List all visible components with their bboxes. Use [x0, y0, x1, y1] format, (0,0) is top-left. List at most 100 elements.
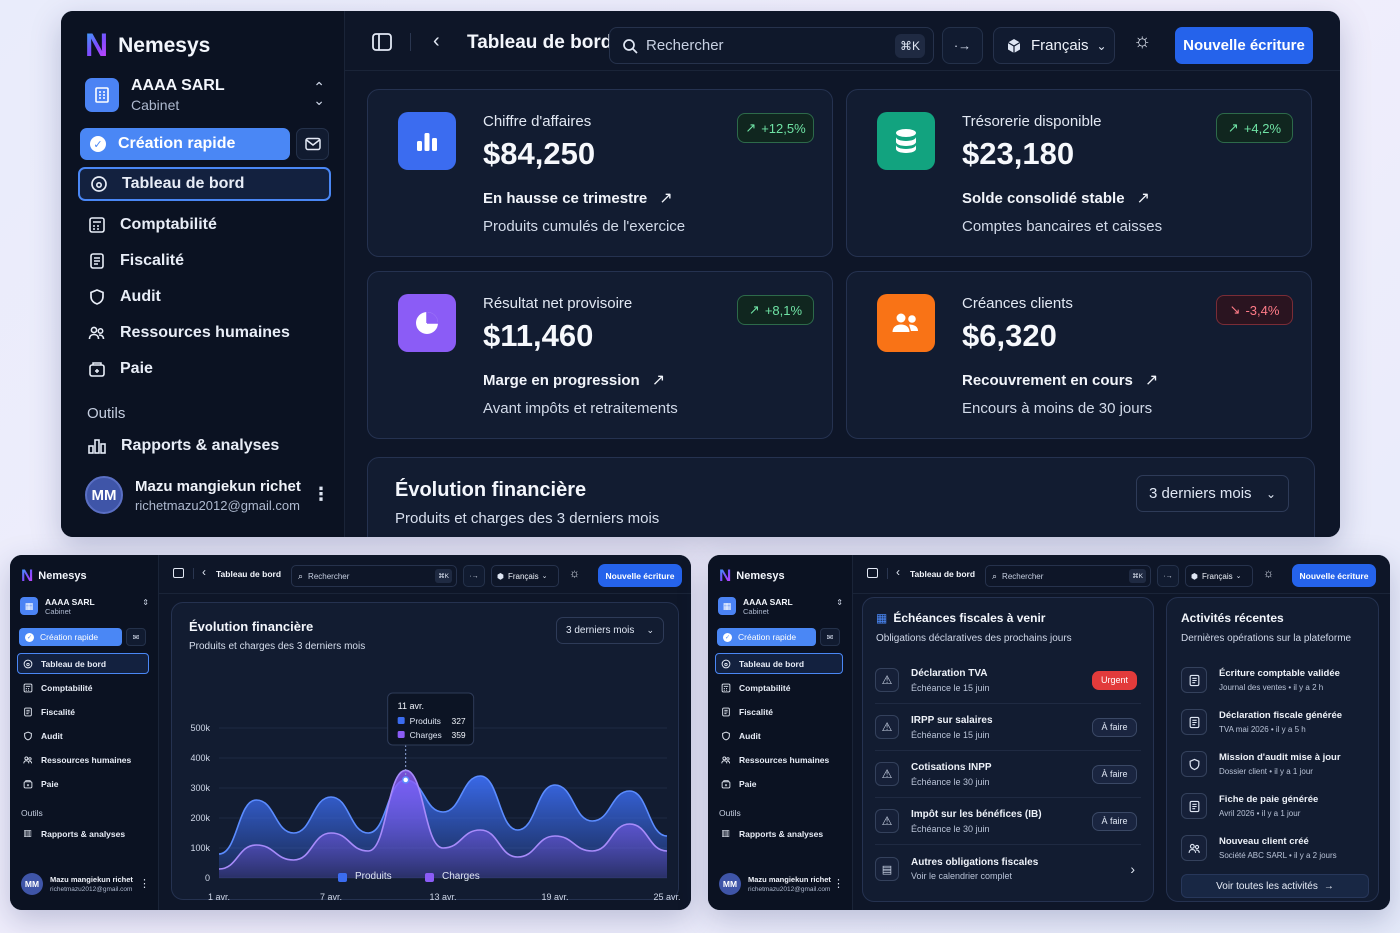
sidebar-item-reports[interactable]: Rapports & analyses [87, 437, 279, 455]
period-select[interactable]: 3 derniers mois ⌄ [556, 617, 664, 644]
logout-button[interactable]: ·→ [1157, 565, 1179, 587]
sidebar-item-tableau-de-bord[interactable]: Tableau de bord [17, 653, 149, 674]
org-name: AAAA SARL [45, 596, 95, 607]
sidebar-toggle-icon[interactable] [173, 568, 184, 578]
see-all-activities-button[interactable]: Voir toutes les activités → [1181, 874, 1369, 898]
quick-create-button[interactable]: ✓ Création rapide [19, 628, 122, 646]
sidebar-item-reports[interactable]: ▥ Rapports & analyses [22, 828, 125, 839]
quick-create-button[interactable]: ✓ Création rapide [80, 128, 290, 160]
sidebar-item-tableau-de-bord[interactable]: Tableau de bord [78, 167, 331, 201]
inbox-button[interactable]: ✉ [820, 628, 840, 646]
period-select[interactable]: 3 derniers mois ⌄ [1136, 475, 1289, 512]
kpi-card[interactable]: Créances clients $6,320 ↘ -3,4% Recouvrement… [846, 271, 1312, 439]
check-circle-icon: ✓ [90, 136, 106, 152]
deadline-row[interactable]: ⚠ IRPP sur salaires Échéance le 15 juin À f… [875, 704, 1141, 751]
sidebar-item-ressources-humaines[interactable]: Ressources humaines [720, 753, 829, 767]
deadline-row[interactable]: ⚠ Impôt sur les bénéfices (IB) Échéance le… [875, 798, 1141, 845]
other-obligations-title: Autres obligations fiscales [911, 857, 1039, 868]
user-profile[interactable]: MM Mazu mangiekun richet richetmazu2012@… [85, 476, 330, 514]
sidebar-item-fiscalit-[interactable]: Fiscalité [87, 249, 184, 273]
chevron-down-icon: ⌄ [541, 573, 548, 580]
inbox-button[interactable]: ✉ [126, 628, 146, 646]
dashboard-icon [720, 659, 731, 669]
new-entry-button[interactable]: Nouvelle écriture [1175, 27, 1313, 64]
cube-icon: ⬢ [1191, 571, 1198, 581]
sidebar-item-paie[interactable]: Paie [87, 357, 153, 381]
sidebar-item-paie[interactable]: Paie [22, 777, 59, 791]
back-chevron-icon[interactable]: ‹ [433, 30, 440, 52]
sidebar-item-label: Audit [739, 731, 761, 741]
sidebar-item-comptabilit-[interactable]: Comptabilité [87, 213, 217, 237]
inbox-button[interactable] [296, 128, 329, 160]
org-type: Cabinet [131, 97, 180, 113]
activity-item[interactable]: Nouveau client créé Société ABC SARL • il… [1181, 832, 1371, 864]
x-tick-label: 1 avr. [208, 892, 230, 901]
deadline-name: Impôt sur les bénéfices (IB) [911, 808, 1042, 820]
sidebar-item-audit[interactable]: Audit [720, 729, 761, 743]
back-chevron-icon[interactable]: ‹ [202, 565, 206, 579]
sidebar-item-comptabilit-[interactable]: Comptabilité [720, 681, 790, 695]
activity-item[interactable]: Mission d'audit mise à jour Dossier clien… [1181, 748, 1371, 780]
deadline-row[interactable]: ⚠ Déclaration TVA Échéance le 15 juin Urgen… [875, 657, 1141, 704]
tools-section-label: Outils [87, 405, 126, 422]
y-tick-label: 300k [190, 783, 210, 793]
more-vertical-icon[interactable]: ⋮ [833, 878, 844, 890]
command-shortcut-icon: ⌘K [435, 569, 452, 583]
language-select[interactable]: ⬢ Français ⌄ [1185, 565, 1253, 587]
logout-button[interactable]: ·→ [463, 565, 485, 587]
sidebar-item-fiscalit-[interactable]: Fiscalité [22, 705, 75, 719]
sidebar-item-paie[interactable]: Paie [720, 777, 757, 791]
activity-item[interactable]: Écriture comptable validée Journal des ve… [1181, 664, 1371, 696]
sidebar-item-label: Ressources humaines [41, 755, 132, 765]
chevron-updown-icon[interactable]: ⇕ [142, 598, 149, 607]
org-switcher[interactable]: ▦ AAAA SARL Cabinet ⇕ [20, 595, 149, 617]
theme-toggle-sun-icon[interactable]: ☼ [1133, 30, 1152, 52]
calendar-icon: ▦ [876, 611, 888, 625]
sidebar-item-ressources-humaines[interactable]: Ressources humaines [87, 321, 290, 345]
sidebar-item-comptabilit-[interactable]: Comptabilité [22, 681, 92, 695]
sidebar-item-ressources-humaines[interactable]: Ressources humaines [22, 753, 131, 767]
chevron-updown-icon[interactable]: ⇕ [836, 598, 843, 607]
theme-toggle-sun-icon[interactable]: ☼ [569, 566, 580, 580]
new-entry-button[interactable]: Nouvelle écriture [1292, 564, 1376, 587]
wallet-icon [720, 779, 731, 789]
org-switcher[interactable]: AAAA SARL Cabinet ⌃ ⌄ [85, 75, 325, 115]
more-vertical-icon[interactable]: ⋮ [312, 484, 330, 504]
kpi-card[interactable]: Résultat net provisoire $11,460 ↗ +8,1% Marg… [367, 271, 833, 439]
sidebar-toggle-icon[interactable] [867, 568, 878, 578]
language-select[interactable]: ⬢ Français ⌄ [491, 565, 559, 587]
org-switcher[interactable]: ▦ AAAA SARL Cabinet ⇕ [718, 595, 843, 617]
search-input[interactable]: ⌕ Rechercher ⌘K [985, 565, 1151, 587]
quick-create-button[interactable]: ✓ Création rapide [717, 628, 816, 646]
sidebar-item-audit[interactable]: Audit [87, 285, 161, 309]
kpi-headline: En hausse ce trimestre [483, 189, 648, 207]
activity-item[interactable]: Fiche de paie générée Avril 2026 • il y a… [1181, 790, 1371, 822]
sidebar-item-label: Tableau de bord [739, 658, 805, 669]
chevron-updown-icon[interactable]: ⌃ ⌄ [313, 79, 325, 108]
user-profile[interactable]: MM Mazu mangiekun richet richetmazu2012@gm… [719, 873, 844, 895]
kpi-sub: Comptes bancaires et caisses [962, 218, 1163, 235]
sidebar-item-fiscalit-[interactable]: Fiscalité [720, 705, 773, 719]
sidebar-item-audit[interactable]: Audit [22, 729, 63, 743]
more-vertical-icon[interactable]: ⋮ [139, 878, 150, 890]
back-chevron-icon[interactable]: ‹ [896, 565, 900, 579]
search-input[interactable]: ⌕ Rechercher ⌘K [291, 565, 457, 587]
user-profile[interactable]: MM Mazu mangiekun richet richetmazu2012@gm… [21, 873, 150, 895]
kpi-delta: +12,5% [761, 120, 806, 136]
sidebar-item-label: Rapports & analyses [41, 828, 126, 839]
kpi-card[interactable]: Trésorerie disponible $23,180 ↗ +4,2% Solde … [846, 89, 1312, 257]
sidebar-item-tableau-de-bord[interactable]: Tableau de bord [715, 653, 843, 674]
sidebar-toggle-icon[interactable] [372, 33, 392, 56]
activity-item[interactable]: Déclaration fiscale générée TVA mai 2026 … [1181, 706, 1371, 738]
language-select[interactable]: Français ⌄ [993, 27, 1115, 64]
kpi-card[interactable]: Chiffre d'affaires $84,250 ↗ +12,5% En hauss… [367, 89, 833, 257]
new-entry-button[interactable]: Nouvelle écriture [598, 564, 682, 587]
logout-button[interactable]: ·→ [942, 27, 983, 64]
evolution-chart[interactable]: 500k 400k 300k 200k 100k 0 1 avr. 7 avr. 13 avr.… [172, 603, 680, 901]
theme-toggle-sun-icon[interactable]: ☼ [1263, 566, 1274, 580]
deadline-row[interactable]: ⚠ Cotisations INPP Échéance le 30 juin À fa… [875, 751, 1141, 798]
search-input[interactable]: Rechercher ⌘K [609, 27, 934, 64]
deadline-name: Cotisations INPP [911, 761, 992, 773]
other-obligations-row[interactable]: ▤ Autres obligations fiscales Voir le ca… [875, 848, 1141, 890]
sidebar-item-reports[interactable]: ▥ Rapports & analyses [720, 828, 823, 839]
